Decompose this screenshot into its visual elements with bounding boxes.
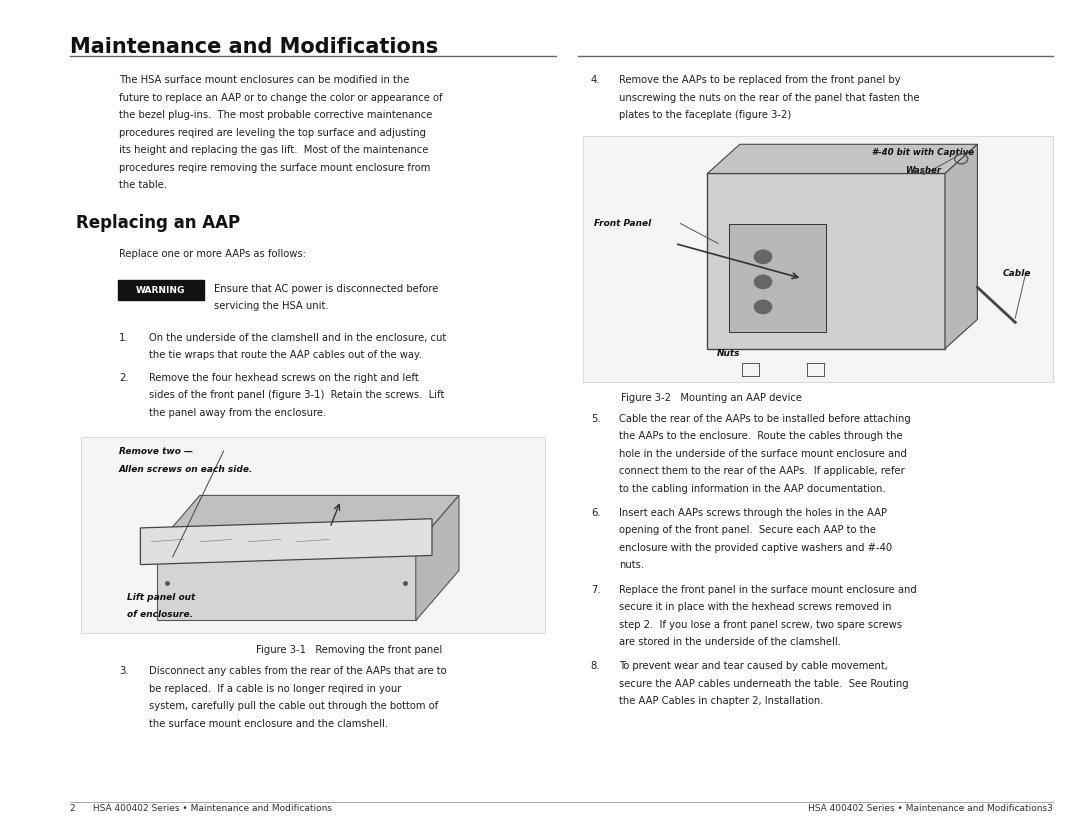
Text: Replacing an AAP: Replacing an AAP: [76, 214, 240, 233]
Text: 2      HSA 400402 Series • Maintenance and Modifications: 2 HSA 400402 Series • Maintenance and Mo…: [70, 804, 333, 813]
Text: Cable the rear of the AAPs to be installed before attaching: Cable the rear of the AAPs to be install…: [619, 414, 910, 424]
Text: Figure 3-1   Removing the front panel: Figure 3-1 Removing the front panel: [256, 645, 443, 655]
Text: sides of the front panel (figure 3-1)  Retain the screws.  Lift: sides of the front panel (figure 3-1) Re…: [149, 390, 444, 400]
Text: procedures reqired are leveling the top surface and adjusting: procedures reqired are leveling the top …: [119, 128, 426, 138]
Text: HSA 400402 Series • Maintenance and Modifications3: HSA 400402 Series • Maintenance and Modi…: [808, 804, 1053, 813]
Text: to the cabling information in the AAP documentation.: to the cabling information in the AAP do…: [619, 484, 886, 494]
Text: nuts.: nuts.: [619, 560, 644, 570]
Text: step 2.  If you lose a front panel screw, two spare screws: step 2. If you lose a front panel screw,…: [619, 620, 902, 630]
Text: system, carefully pull the cable out through the bottom of: system, carefully pull the cable out thr…: [149, 701, 438, 711]
Text: 5.: 5.: [591, 414, 600, 424]
Polygon shape: [157, 545, 416, 620]
Polygon shape: [140, 519, 432, 565]
Text: Washer: Washer: [905, 166, 942, 175]
Polygon shape: [416, 495, 459, 620]
Text: Cable: Cable: [1003, 269, 1031, 279]
Text: its height and replacing the gas lift.  Most of the maintenance: its height and replacing the gas lift. M…: [119, 145, 428, 155]
Polygon shape: [945, 144, 977, 349]
FancyBboxPatch shape: [81, 437, 545, 633]
FancyBboxPatch shape: [583, 136, 1053, 382]
Text: future to replace an AAP or to change the color or appearance of: future to replace an AAP or to change th…: [119, 93, 443, 103]
Text: hole in the underside of the surface mount enclosure and: hole in the underside of the surface mou…: [619, 449, 907, 459]
Polygon shape: [707, 144, 977, 173]
Text: opening of the front panel.  Secure each AAP to the: opening of the front panel. Secure each …: [619, 525, 876, 535]
Text: To prevent wear and tear caused by cable movement,: To prevent wear and tear caused by cable…: [619, 661, 888, 671]
FancyBboxPatch shape: [729, 224, 826, 332]
Text: secure it in place with the hexhead screws removed in: secure it in place with the hexhead scre…: [619, 602, 891, 612]
Text: plates to the faceplate (figure 3-2): plates to the faceplate (figure 3-2): [619, 110, 791, 120]
Text: connect them to the rear of the AAPs.  If applicable, refer: connect them to the rear of the AAPs. If…: [619, 466, 905, 476]
Text: Remove the AAPs to be replaced from the front panel by: Remove the AAPs to be replaced from the …: [619, 75, 901, 85]
Text: are stored in the underside of the clamshell.: are stored in the underside of the clams…: [619, 637, 841, 647]
Polygon shape: [157, 495, 459, 545]
Text: Replace one or more AAPs as follows:: Replace one or more AAPs as follows:: [119, 249, 306, 259]
Text: Front Panel: Front Panel: [594, 219, 651, 229]
Text: be replaced.  If a cable is no longer reqired in your: be replaced. If a cable is no longer req…: [149, 684, 402, 694]
Text: WARNING: WARNING: [136, 286, 186, 294]
Circle shape: [754, 300, 771, 314]
Text: Nuts: Nuts: [717, 349, 741, 358]
Text: Ensure that AC power is disconnected before: Ensure that AC power is disconnected bef…: [214, 284, 438, 294]
Text: the panel away from the enclosure.: the panel away from the enclosure.: [149, 408, 326, 418]
Text: 4.: 4.: [591, 75, 600, 85]
Text: secure the AAP cables underneath the table.  See Routing: secure the AAP cables underneath the tab…: [619, 679, 908, 689]
Text: procedures reqire removing the surface mount enclosure from: procedures reqire removing the surface m…: [119, 163, 430, 173]
Text: 6.: 6.: [591, 508, 600, 518]
Text: Figure 3-2   Mounting an AAP device: Figure 3-2 Mounting an AAP device: [621, 393, 802, 403]
Circle shape: [754, 275, 771, 289]
Text: 7.: 7.: [591, 585, 600, 595]
Text: the bezel plug-ins.  The most probable corrective maintenance: the bezel plug-ins. The most probable co…: [119, 110, 432, 120]
Text: unscrewing the nuts on the rear of the panel that fasten the: unscrewing the nuts on the rear of the p…: [619, 93, 919, 103]
Text: servicing the HSA unit.: servicing the HSA unit.: [214, 301, 328, 311]
Text: Insert each AAPs screws through the holes in the AAP: Insert each AAPs screws through the hole…: [619, 508, 887, 518]
Polygon shape: [707, 173, 945, 349]
Text: the tie wraps that route the AAP cables out of the way.: the tie wraps that route the AAP cables …: [149, 350, 422, 360]
Circle shape: [754, 250, 771, 264]
Text: Replace the front panel in the surface mount enclosure and: Replace the front panel in the surface m…: [619, 585, 917, 595]
Text: On the underside of the clamshell and in the enclosure, cut: On the underside of the clamshell and in…: [149, 333, 446, 343]
Text: of enclosure.: of enclosure.: [127, 610, 193, 620]
Text: enclosure with the provided captive washers and #-40: enclosure with the provided captive wash…: [619, 543, 892, 553]
Text: the AAPs to the enclosure.  Route the cables through the: the AAPs to the enclosure. Route the cab…: [619, 431, 903, 441]
Text: 2.: 2.: [119, 373, 129, 383]
Text: Remove the four hexhead screws on the right and left: Remove the four hexhead screws on the ri…: [149, 373, 419, 383]
Text: the table.: the table.: [119, 180, 166, 190]
Text: 8.: 8.: [591, 661, 600, 671]
Text: #-40 bit with Captive: #-40 bit with Captive: [873, 148, 974, 158]
Text: the surface mount enclosure and the clamshell.: the surface mount enclosure and the clam…: [149, 719, 388, 729]
Text: The HSA surface mount enclosures can be modified in the: The HSA surface mount enclosures can be …: [119, 75, 409, 85]
Text: Disconnect any cables from the rear of the AAPs that are to: Disconnect any cables from the rear of t…: [149, 666, 447, 676]
Text: Remove two —: Remove two —: [119, 447, 193, 456]
Text: Maintenance and Modifications: Maintenance and Modifications: [70, 37, 438, 57]
FancyBboxPatch shape: [118, 280, 204, 300]
Text: 1.: 1.: [119, 333, 129, 343]
Text: the AAP Cables in chapter 2, Installation.: the AAP Cables in chapter 2, Installatio…: [619, 696, 823, 706]
Text: Lift panel out: Lift panel out: [127, 593, 195, 602]
Text: 3.: 3.: [119, 666, 129, 676]
Text: Allen screws on each side.: Allen screws on each side.: [119, 465, 253, 474]
